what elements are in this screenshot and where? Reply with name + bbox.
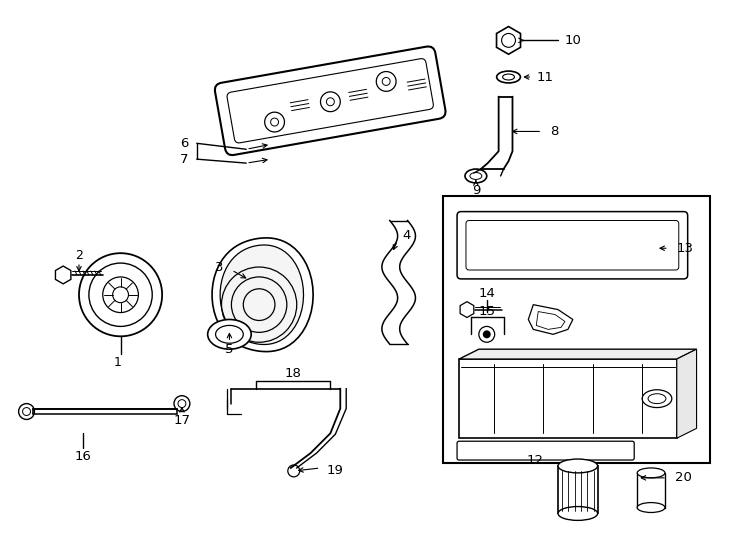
Text: 8: 8 (550, 125, 559, 138)
Ellipse shape (558, 507, 597, 521)
Text: 14: 14 (479, 287, 495, 300)
Ellipse shape (174, 396, 190, 411)
Text: 2: 2 (75, 248, 83, 262)
Text: 1: 1 (114, 355, 122, 368)
Ellipse shape (208, 320, 251, 349)
Circle shape (79, 253, 162, 336)
FancyBboxPatch shape (457, 441, 634, 460)
Text: 11: 11 (537, 71, 553, 84)
Text: 19: 19 (327, 464, 344, 477)
FancyBboxPatch shape (457, 212, 688, 279)
Text: 5: 5 (225, 343, 233, 356)
Polygon shape (459, 349, 697, 359)
Polygon shape (459, 359, 677, 438)
Ellipse shape (637, 503, 665, 512)
Text: 16: 16 (75, 450, 92, 463)
Polygon shape (56, 266, 71, 284)
FancyBboxPatch shape (215, 46, 446, 155)
Text: 13: 13 (677, 242, 694, 255)
Polygon shape (460, 302, 474, 318)
Text: 7: 7 (181, 153, 189, 166)
Text: 10: 10 (565, 34, 582, 47)
Text: 4: 4 (403, 229, 411, 242)
Text: 15: 15 (479, 305, 495, 318)
Text: 6: 6 (181, 137, 189, 150)
Ellipse shape (288, 465, 299, 477)
Bar (637, 473, 665, 508)
Circle shape (483, 330, 491, 338)
Text: 9: 9 (472, 184, 480, 197)
Text: 12: 12 (526, 454, 543, 467)
Polygon shape (528, 305, 573, 334)
Ellipse shape (637, 468, 665, 478)
Polygon shape (220, 245, 304, 345)
Polygon shape (212, 238, 313, 352)
Text: 3: 3 (215, 260, 223, 274)
Text: 18: 18 (284, 367, 301, 380)
Text: 17: 17 (173, 414, 190, 427)
Ellipse shape (642, 390, 672, 408)
Polygon shape (677, 349, 697, 438)
Bar (443, 196, 711, 463)
Circle shape (479, 326, 495, 342)
Ellipse shape (558, 459, 597, 473)
Polygon shape (496, 26, 520, 54)
Bar (558, 466, 597, 514)
Ellipse shape (465, 169, 487, 183)
Text: 20: 20 (675, 471, 691, 484)
Ellipse shape (497, 71, 520, 83)
